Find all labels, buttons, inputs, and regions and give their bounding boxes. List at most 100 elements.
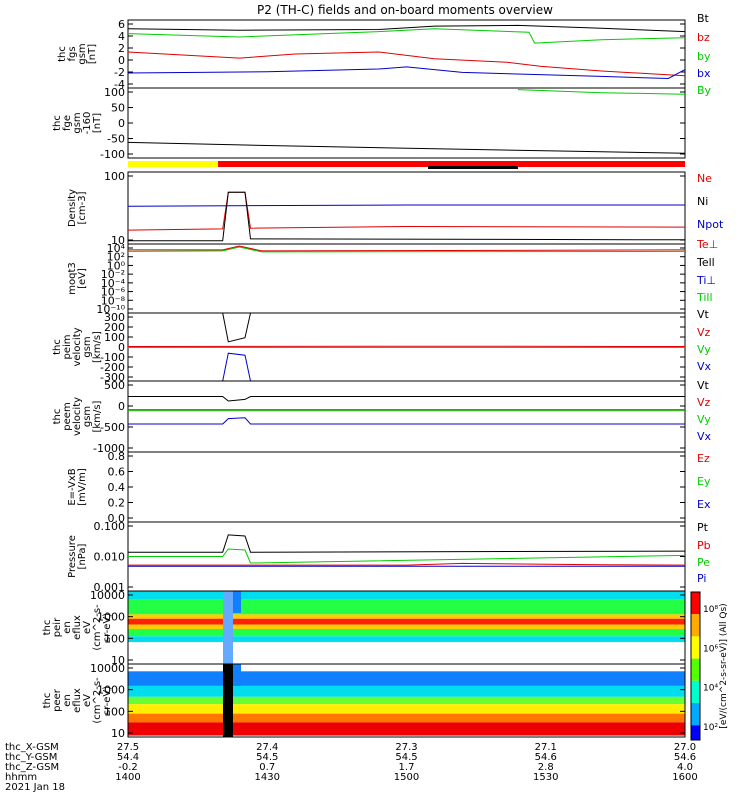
y-tick-label: 500 — [104, 379, 125, 392]
legend-npot: Npot — [697, 218, 724, 231]
y-tick-label: -50 — [107, 133, 125, 146]
y-tick-label: 10⁰ — [107, 259, 126, 272]
spectrogram-band-4 — [128, 704, 685, 714]
y-tick-label: 0.0 — [108, 512, 126, 525]
series-by — [517, 89, 686, 95]
y-axis-label: velocity — [72, 327, 83, 366]
ephemeris-value: 1530 — [533, 772, 558, 783]
y-axis-label: gsm — [82, 406, 93, 427]
y-axis-label: [km/s] — [92, 400, 103, 432]
series-vx — [128, 352, 685, 382]
y-tick-label: 10⁻⁴ — [101, 277, 126, 290]
panel-7: 0.8 0.6 0.4 0.2 0.0 E=-VxB [mV/m] Ez Ey Ex — [67, 450, 711, 525]
y-axis-label: en — [62, 621, 73, 634]
date-label: 2021 Jan 18 — [5, 782, 65, 793]
y-axis-label: peem — [62, 402, 73, 430]
y-axis-label: thc — [52, 409, 63, 425]
y-tick-label: 0.010 — [94, 551, 126, 564]
y-tick-label: 1000 — [97, 611, 125, 624]
ephemeris-value: 54.4 — [117, 752, 139, 763]
y-axis-label: moqt3 — [67, 262, 78, 295]
panel-frame — [127, 87, 686, 159]
spectrogram-band-5 — [128, 713, 685, 723]
y-axis-label: [cm-3] — [77, 191, 88, 224]
colorbar-segment-3 — [691, 636, 700, 659]
y-axis-label: [mV/m] — [77, 468, 88, 506]
colorbar-segment-6 — [691, 703, 700, 726]
series-bt — [127, 24, 686, 33]
spectrogram-gap — [223, 591, 233, 664]
colorbar-segment-5 — [691, 680, 700, 703]
legend-ti⊥: Ti⊥ — [696, 274, 716, 287]
series-npot — [127, 204, 685, 207]
legend-pe: Pe — [697, 556, 710, 569]
orbit-bar-black-segment — [428, 166, 518, 169]
y-tick-label: 50 — [111, 102, 125, 115]
y-tick-label: 10 — [111, 654, 125, 667]
spectrogram-band-1 — [128, 671, 685, 686]
legend-ex: Ex — [697, 498, 711, 511]
y-axis-label: thc — [42, 620, 53, 636]
y-axis-label: peir — [52, 617, 63, 637]
ephemeris-label: thc_Z-GSM — [5, 762, 59, 773]
legend-vz: Vz — [697, 396, 711, 409]
ephemeris-value: 2.8 — [538, 762, 554, 773]
legend-by: By — [697, 84, 712, 97]
y-tick-label: -4 — [114, 78, 125, 91]
y-tick-label: -2 — [114, 66, 125, 79]
y-tick-label: -100 — [100, 148, 125, 161]
spectrogram-band-3 — [128, 614, 685, 619]
y-axis-label: sr-eV) — [102, 613, 113, 642]
panel-frame — [127, 171, 686, 245]
y-axis-label: peer — [52, 688, 63, 712]
ephemeris-label: hhmm — [5, 772, 37, 783]
ephemeris-value: 27.0 — [674, 742, 696, 753]
ephemeris-value: 54.5 — [256, 752, 278, 763]
y-tick-label: 0.8 — [108, 450, 126, 463]
y-axis-label: en — [62, 694, 73, 707]
panel-6: 500 0 -500 -1000 thc peem velocity gsm [km/s] Vt V… — [52, 379, 712, 455]
y-axis-label: thc — [52, 115, 63, 131]
y-tick-label: 10000 — [90, 589, 125, 602]
series-te — [128, 245, 686, 252]
y-tick-label: 10² — [107, 251, 125, 264]
spectrogram-band-7 — [128, 636, 685, 643]
y-tick-label: 10 — [111, 727, 125, 740]
colorbar-frame — [690, 591, 701, 741]
ephemeris-value: 27.5 — [117, 742, 139, 753]
y-axis-label: E=-VxB — [67, 468, 78, 505]
panel-frame — [127, 451, 686, 523]
legend-vz: Vz — [697, 326, 711, 339]
panel-frame — [127, 380, 686, 453]
y-tick-label: -100 — [100, 351, 125, 364]
y-tick-label: 200 — [104, 321, 125, 334]
series-pb — [128, 562, 686, 566]
y-axis-label: (cm^2-s- — [92, 677, 103, 724]
panel-10: 10000 1000 100 10 thc peer en eflux eV (cm^2-s-sr… — [42, 662, 686, 740]
panel-8: 0.100 0.010 0.001 Pressure [nPa] Pt Pb Pe Pi — [67, 520, 711, 594]
y-axis-label: [km/s] — [92, 331, 103, 363]
spectrogram-band-2 — [128, 599, 685, 615]
spectrogram-band-3 — [128, 696, 685, 705]
y-axis-label: eV — [82, 694, 93, 707]
spectrogram-burst — [233, 591, 241, 613]
series-ti — [127, 246, 686, 253]
colorbar-title: [eV/(cm^2-s-sr-eV)] (All Qs) — [719, 603, 729, 728]
legend-ez: Ez — [697, 452, 710, 465]
panel-frame — [127, 243, 686, 314]
panel-9: 10000 1000 100 10 thc peir en eflux eV (cm^2-s-sr… — [42, 589, 686, 667]
ephemeris-value: 1400 — [115, 772, 140, 783]
colorbar-tick-label: 10⁴ — [703, 684, 718, 694]
legend-bx: bx — [697, 67, 711, 80]
y-axis-label: thc — [42, 693, 53, 709]
y-tick-label: 0 — [118, 54, 125, 67]
legend-vy: Vy — [697, 343, 711, 356]
colorbar-tick-label: 10⁶ — [703, 644, 718, 654]
ephemeris-value: 1.7 — [399, 762, 415, 773]
legend-pb: Pb — [697, 539, 711, 552]
legend-te⊥: Te⊥ — [696, 238, 718, 251]
y-tick-label: 10⁻⁸ — [101, 294, 126, 307]
